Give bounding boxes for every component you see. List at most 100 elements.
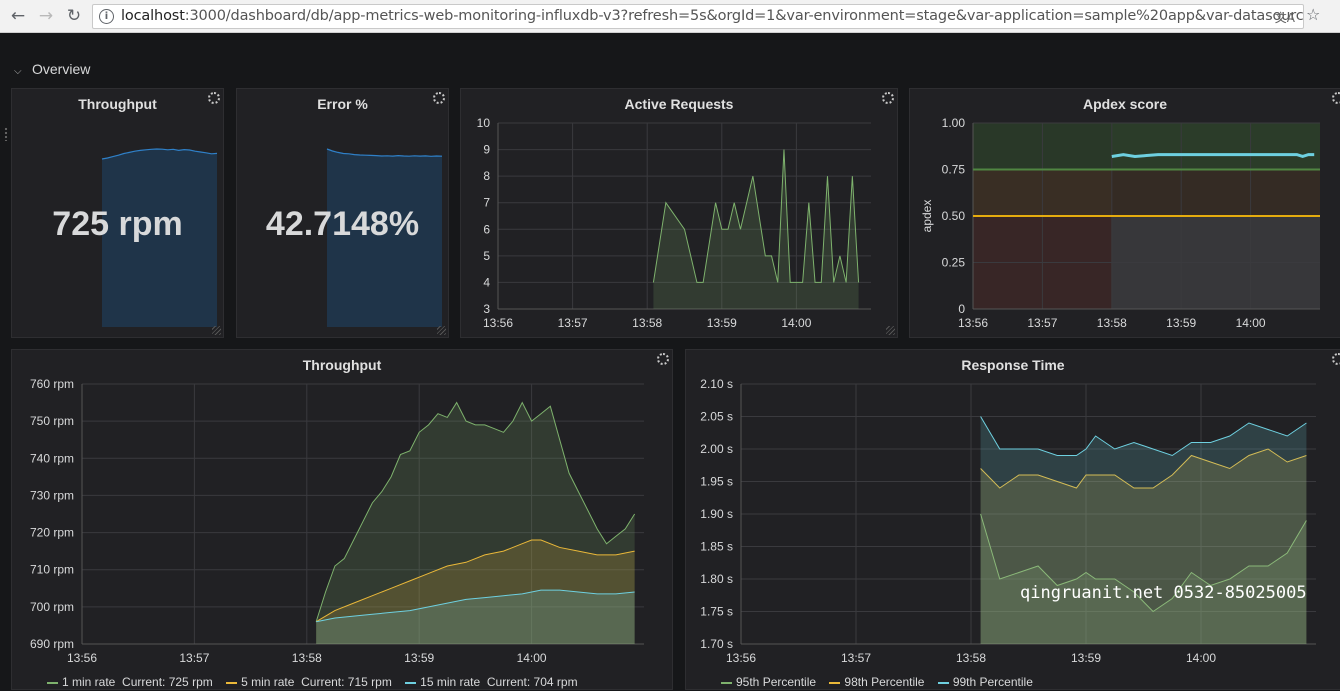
legend-label: 95th Percentile xyxy=(736,675,817,689)
y-tick-label: 1.70 s xyxy=(700,637,733,651)
y-tick-label: 5 xyxy=(483,249,490,263)
x-tick-label: 13:56 xyxy=(67,651,97,665)
star-icon[interactable]: ☆ xyxy=(1306,5,1321,24)
forward-icon[interactable]: → xyxy=(38,6,54,26)
series-area xyxy=(980,514,1307,644)
legend-swatch xyxy=(47,681,58,684)
x-tick-label: 13:56 xyxy=(483,316,513,330)
legend-item[interactable]: 99th Percentile xyxy=(937,675,1033,689)
x-tick-label: 13:57 xyxy=(558,316,588,330)
legend-current: Current: 704 rpm xyxy=(486,675,578,689)
y-tick-label: 0.50 xyxy=(942,209,966,223)
address-bar[interactable]: i localhost:3000/dashboard/db/app-metric… xyxy=(92,4,1304,29)
active-requests-panel: Active Requests 3 4 5 6 7 8 9 10 13:56 13:57 13:58… xyxy=(460,88,898,338)
row-header[interactable]: ⌵ Overview xyxy=(14,61,90,77)
browser-toolbar: ← → ↻ i localhost:3000/dashboard/db/app-… xyxy=(0,0,1340,33)
resize-handle-icon[interactable] xyxy=(437,326,446,335)
y-tick-label: 2.05 s xyxy=(700,410,733,424)
translate-icon[interactable]: 文A xyxy=(1274,11,1295,25)
legend-label: 15 min rate xyxy=(420,675,481,689)
x-tick-label: 13:56 xyxy=(726,651,756,665)
x-tick-label: 13:58 xyxy=(292,651,322,665)
series-line xyxy=(652,149,860,283)
legend-label: 98th Percentile xyxy=(844,675,925,689)
panel-title[interactable]: Apdex score xyxy=(1082,96,1168,112)
legend-item[interactable]: 95th Percentile xyxy=(721,675,816,689)
y-tick-label: 0.75 xyxy=(942,163,966,177)
sparkline-line xyxy=(326,148,443,157)
x-tick-label: 13:56 xyxy=(958,316,988,330)
sparkline-line xyxy=(101,148,218,160)
y-tick-label: 760 rpm xyxy=(30,377,74,391)
series-area xyxy=(653,149,859,309)
x-tick-label: 13:57 xyxy=(1027,316,1057,330)
x-tick-label: 13:58 xyxy=(1097,316,1127,330)
sparkline xyxy=(101,148,218,327)
apdex-panel: Apdex score 0 0.25 0.50 0.75 1.00 13:56 13:57 1… xyxy=(909,88,1340,338)
y-tick-label: 0.25 xyxy=(942,256,966,270)
chevron-down-icon: ⌵ xyxy=(14,66,22,77)
chart-legend: 1 min rate Current: 725 rpm 5 min rate C… xyxy=(47,675,588,689)
throughput-chart[interactable]: 690 rpm 700 rpm 710 rpm 720 rpm 730 rpm 740 r… xyxy=(12,350,674,691)
panel-title[interactable]: Error % xyxy=(317,96,368,112)
series-area xyxy=(316,402,635,644)
x-tick-label: 14:00 xyxy=(781,316,811,330)
response-time-chart[interactable]: 1.70 s 1.75 s 1.80 s 1.85 s 1.90 s 1.95 s 2.00… xyxy=(686,350,1340,691)
y-tick-label: 1.95 s xyxy=(700,475,733,489)
legend-swatch xyxy=(405,681,417,684)
threshold-region xyxy=(1111,123,1320,170)
error-stat-panel: Error % 42.7148% xyxy=(236,88,449,338)
panel-title[interactable]: Throughput xyxy=(302,357,382,373)
panel-title[interactable]: Response Time xyxy=(961,357,1065,373)
loading-spinner-icon xyxy=(208,92,220,104)
legend-swatch xyxy=(829,681,841,684)
x-tick-label: 14:00 xyxy=(1186,651,1216,665)
legend-swatch xyxy=(721,681,732,684)
y-tick-label: 740 rpm xyxy=(30,451,74,465)
apdex-chart[interactable]: 0 0.25 0.50 0.75 1.00 13:56 13:57 13:58 13:59 14:… xyxy=(910,89,1340,339)
series-line xyxy=(316,589,635,623)
x-tick-label: 14:00 xyxy=(1236,316,1266,330)
throughput-stat-panel: Throughput 725 rpm xyxy=(11,88,224,338)
y-tick-label: 10 xyxy=(477,116,491,130)
panel-title[interactable]: Active Requests xyxy=(624,96,734,112)
active-requests-chart[interactable]: 3 4 5 6 7 8 9 10 13:56 13:57 13:58 13:59 14:00 xyxy=(461,89,899,339)
y-tick-label: 7 xyxy=(483,196,490,210)
threshold-region xyxy=(1111,169,1320,216)
chart-legend: 95th Percentile 98th Percentile 99th Per… xyxy=(721,675,1043,689)
x-tick-label: 13:57 xyxy=(179,651,209,665)
series-line xyxy=(315,539,635,623)
y-tick-label: 720 rpm xyxy=(30,526,74,540)
x-tick-label: 13:59 xyxy=(707,316,737,330)
y-tick-label: 1.90 s xyxy=(700,507,733,521)
legend-current: Current: 725 rpm xyxy=(122,675,213,689)
legend-item[interactable]: 1 min rate Current: 725 rpm xyxy=(47,675,213,689)
series-line xyxy=(980,416,1307,457)
y-tick-label: 1.00 xyxy=(942,116,966,130)
x-tick-label: 13:58 xyxy=(956,651,986,665)
series-area xyxy=(980,449,1307,644)
drag-handle-icon[interactable] xyxy=(4,127,8,141)
legend-swatch xyxy=(937,681,949,684)
resize-handle-icon[interactable] xyxy=(212,326,221,335)
reload-icon[interactable]: ↻ xyxy=(66,6,82,26)
url-text[interactable]: localhost:3000/dashboard/db/app-metrics-… xyxy=(121,8,1304,24)
legend-item[interactable]: 98th Percentile xyxy=(829,675,924,689)
series-area xyxy=(316,540,635,644)
x-tick-label: 13:58 xyxy=(632,316,662,330)
sparkline-area xyxy=(102,149,217,327)
y-tick-label: 4 xyxy=(483,275,490,289)
resize-handle-icon[interactable] xyxy=(886,326,895,335)
back-icon[interactable]: ← xyxy=(10,6,26,26)
info-icon[interactable]: i xyxy=(99,9,114,24)
legend-item[interactable]: 15 min rate Current: 704 rpm xyxy=(405,675,578,689)
y-tick-label: 690 rpm xyxy=(30,637,74,651)
legend-item[interactable]: 5 min rate Current: 715 rpm xyxy=(226,675,392,689)
x-tick-label: 13:57 xyxy=(841,651,871,665)
series-line xyxy=(1111,153,1315,159)
x-tick-label: 13:59 xyxy=(404,651,434,665)
panel-title[interactable]: Throughput xyxy=(78,96,157,112)
stat-value: 42.7148% xyxy=(265,205,420,243)
loading-spinner-icon xyxy=(433,92,445,104)
row-title: Overview xyxy=(32,61,91,77)
